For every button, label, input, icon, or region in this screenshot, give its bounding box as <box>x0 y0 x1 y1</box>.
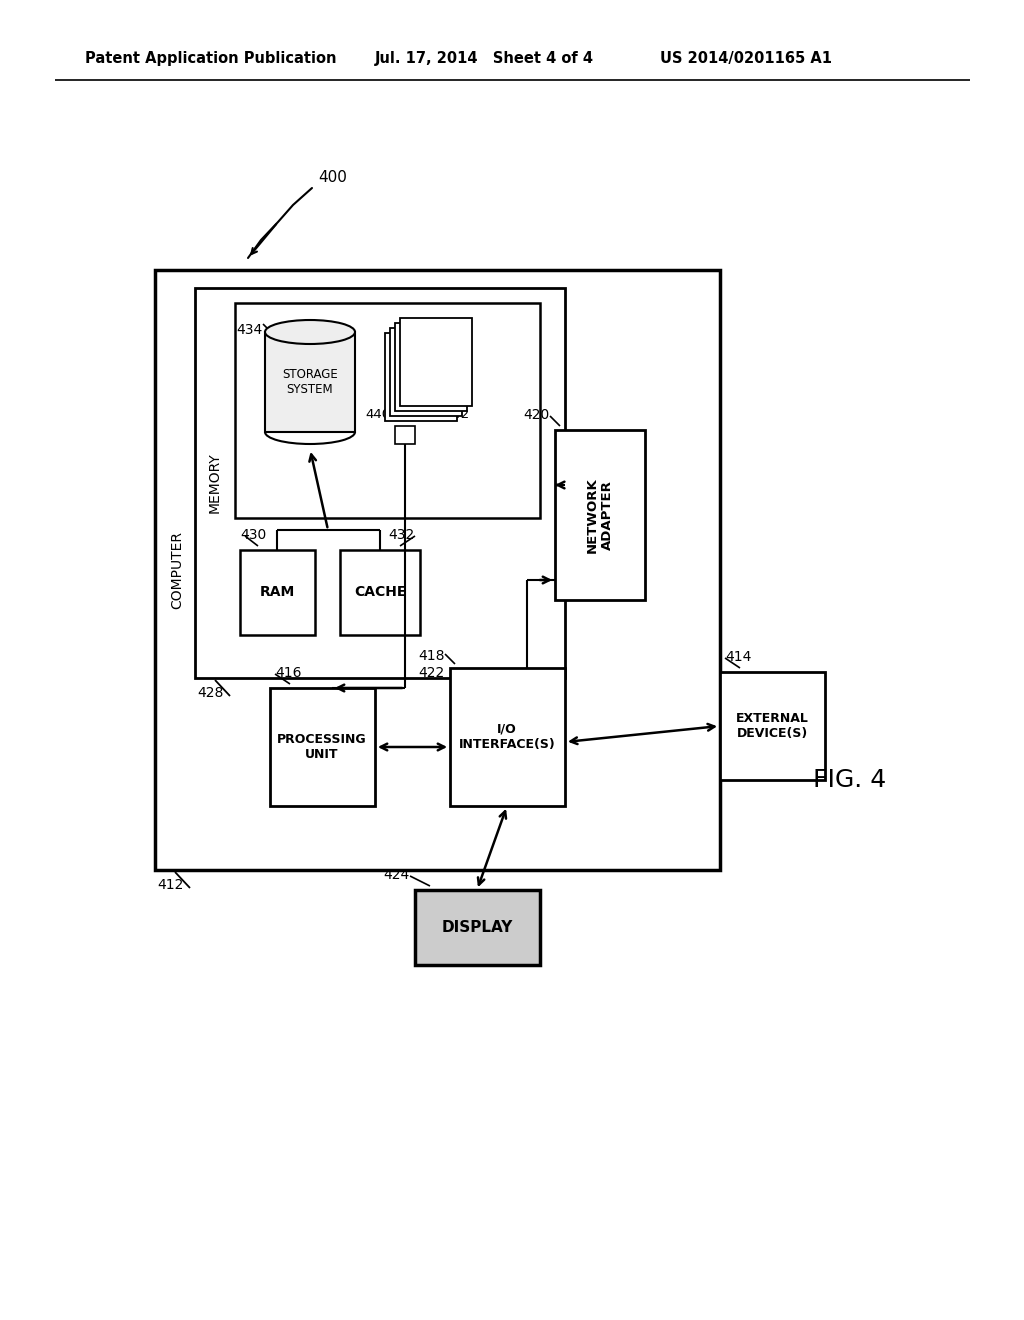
Ellipse shape <box>265 319 355 345</box>
Text: COMPUTER: COMPUTER <box>170 531 184 609</box>
Bar <box>390 327 462 416</box>
Text: 420: 420 <box>523 408 550 422</box>
Text: 440: 440 <box>365 408 390 421</box>
Bar <box>155 271 720 870</box>
Text: DISPLAY: DISPLAY <box>441 920 513 935</box>
Text: CACHE: CACHE <box>354 585 407 599</box>
Bar <box>395 426 415 444</box>
Bar <box>270 688 375 807</box>
Bar <box>340 550 420 635</box>
Text: 414: 414 <box>725 649 752 664</box>
Text: EXTERNAL
DEVICE(S): EXTERNAL DEVICE(S) <box>735 711 808 741</box>
Bar <box>450 668 565 807</box>
Bar <box>415 890 540 965</box>
Text: 428: 428 <box>197 686 223 700</box>
Text: I/O
INTERFACE(S): I/O INTERFACE(S) <box>459 723 555 751</box>
Text: 434: 434 <box>237 323 263 337</box>
Text: Jul. 17, 2014   Sheet 4 of 4: Jul. 17, 2014 Sheet 4 of 4 <box>375 50 594 66</box>
Text: 418: 418 <box>419 649 445 663</box>
Text: 400: 400 <box>318 170 347 186</box>
Text: RAM: RAM <box>259 585 295 599</box>
Bar <box>555 430 645 601</box>
Text: 422: 422 <box>419 667 445 680</box>
Bar <box>240 550 315 635</box>
Bar <box>720 672 825 780</box>
Text: US 2014/0201165 A1: US 2014/0201165 A1 <box>660 50 831 66</box>
Text: NETWORK
ADAPTER: NETWORK ADAPTER <box>586 477 614 553</box>
Bar <box>234 304 540 517</box>
Text: 424: 424 <box>384 869 410 882</box>
Text: 416: 416 <box>275 667 301 680</box>
Text: MEMORY: MEMORY <box>208 453 222 513</box>
Text: 412: 412 <box>157 878 183 892</box>
Text: Patent Application Publication: Patent Application Publication <box>85 50 337 66</box>
Bar <box>265 333 355 432</box>
Bar <box>400 318 472 407</box>
Text: 442: 442 <box>444 408 469 421</box>
Text: 430: 430 <box>240 528 266 543</box>
Text: 432: 432 <box>389 528 415 543</box>
Text: FIG. 4: FIG. 4 <box>813 768 887 792</box>
Bar <box>385 333 457 421</box>
Text: STORAGE
SYSTEM: STORAGE SYSTEM <box>283 368 338 396</box>
Bar <box>195 288 565 678</box>
Text: PROCESSING
UNIT: PROCESSING UNIT <box>278 733 367 762</box>
Bar <box>395 323 467 411</box>
